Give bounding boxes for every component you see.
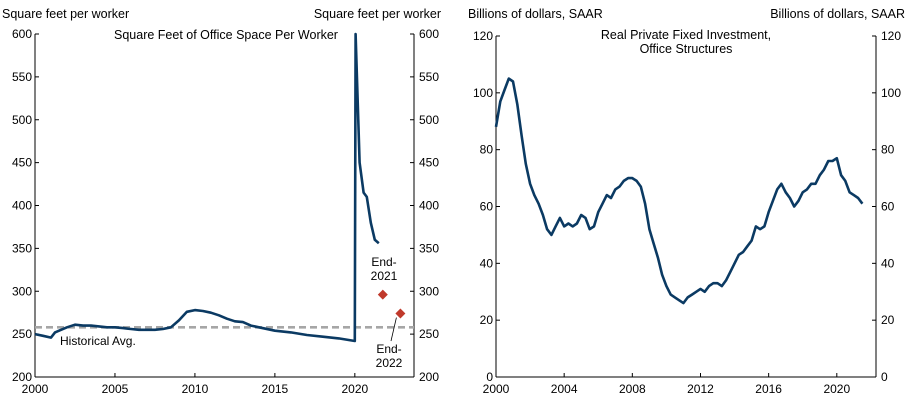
office-space-per-worker-chart: Square feet per worker Square feet per w… <box>2 7 441 396</box>
y-tick-label-right: 200 <box>419 370 439 384</box>
right-axis-unit-label: Square feet per worker <box>314 7 441 21</box>
y-tick-label-left: 250 <box>12 327 32 341</box>
x-tick-label: 2004 <box>551 382 578 396</box>
x-tick-label: 2000 <box>483 382 510 396</box>
y-tick-label-left: 200 <box>12 370 32 384</box>
y-tick-label-left: 500 <box>12 113 32 127</box>
y-tick-label-right: 80 <box>881 143 895 157</box>
y-tick-label-right: 20 <box>881 313 895 327</box>
y-tick-label-right: 300 <box>419 284 439 298</box>
x-tick-label: 2016 <box>755 382 782 396</box>
end-2021-marker <box>377 289 388 300</box>
y-tick-label-left: 450 <box>12 156 32 170</box>
y-tick-label-left: 300 <box>12 284 32 298</box>
right-axis-unit-label: Billions of dollars, SAAR <box>770 7 905 21</box>
x-tick-label: 2010 <box>182 382 209 396</box>
y-tick-label-right: 0 <box>881 370 888 384</box>
series-layer <box>34 32 414 343</box>
y-tick-label-right: 400 <box>419 199 439 213</box>
chart-title-line2: Office Structures <box>640 42 733 56</box>
y-tick-label-right: 120 <box>881 29 901 43</box>
y-tick-label-left: 120 <box>473 29 493 43</box>
x-tick-label: 2020 <box>341 382 368 396</box>
y-tick-label-right: 500 <box>419 113 439 127</box>
x-tick-label: 2015 <box>262 382 289 396</box>
x-tick-label: 2005 <box>102 382 129 396</box>
chart-title-line1: Real Private Fixed Investment, <box>601 28 771 42</box>
end-2021-label-line2: 2021 <box>371 269 398 283</box>
y-tick-label-right: 60 <box>881 200 895 214</box>
office-structures-investment-chart: Billions of dollars, SAAR Billions of do… <box>468 7 905 396</box>
end-2022-marker <box>395 308 406 319</box>
y-tick-label-left: 600 <box>12 27 32 41</box>
office-space-per-worker-line <box>34 32 380 343</box>
y-tick-label-left: 400 <box>12 199 32 213</box>
end-2022-label-line2: 2022 <box>376 356 403 370</box>
y-tick-label-left: 100 <box>473 86 493 100</box>
end-2022-leader-line <box>390 317 397 342</box>
y-tick-label-left: 60 <box>480 200 494 214</box>
x-tick-label: 2000 <box>22 382 49 396</box>
left-axis-unit-label: Square feet per worker <box>2 7 129 21</box>
x-tick-label: 2020 <box>823 382 850 396</box>
y-tick-label-right: 40 <box>881 256 895 270</box>
y-tick-label-left: 350 <box>12 241 32 255</box>
x-tick-label: 2008 <box>619 382 646 396</box>
y-tick-label-right: 100 <box>881 86 901 100</box>
y-tick-label-right: 600 <box>419 27 439 41</box>
y-tick-label-left: 40 <box>480 256 494 270</box>
y-tick-label-right: 250 <box>419 327 439 341</box>
y-tick-label-right: 350 <box>419 241 439 255</box>
axes: 200 200 250 250 300 300 350 350 400 400 450 450 500 5… <box>12 27 439 396</box>
series-layer <box>494 77 864 305</box>
y-tick-label-left: 550 <box>12 70 32 84</box>
y-tick-label-left: 80 <box>480 143 494 157</box>
y-tick-label-left: 0 <box>486 370 493 384</box>
end-2021-label-line1: End- <box>371 255 396 269</box>
left-axis-unit-label: Billions of dollars, SAAR <box>468 7 603 21</box>
y-tick-label-left: 20 <box>480 313 494 327</box>
y-tick-label-right: 450 <box>419 156 439 170</box>
chart-title: Square Feet of Office Space Per Worker <box>114 28 338 42</box>
x-tick-label: 2012 <box>687 382 714 396</box>
historical-avg-label: Historical Avg. <box>60 334 136 348</box>
office-investment-line <box>494 77 864 305</box>
end-2022-label-line1: End- <box>376 342 401 356</box>
y-tick-label-right: 550 <box>419 70 439 84</box>
